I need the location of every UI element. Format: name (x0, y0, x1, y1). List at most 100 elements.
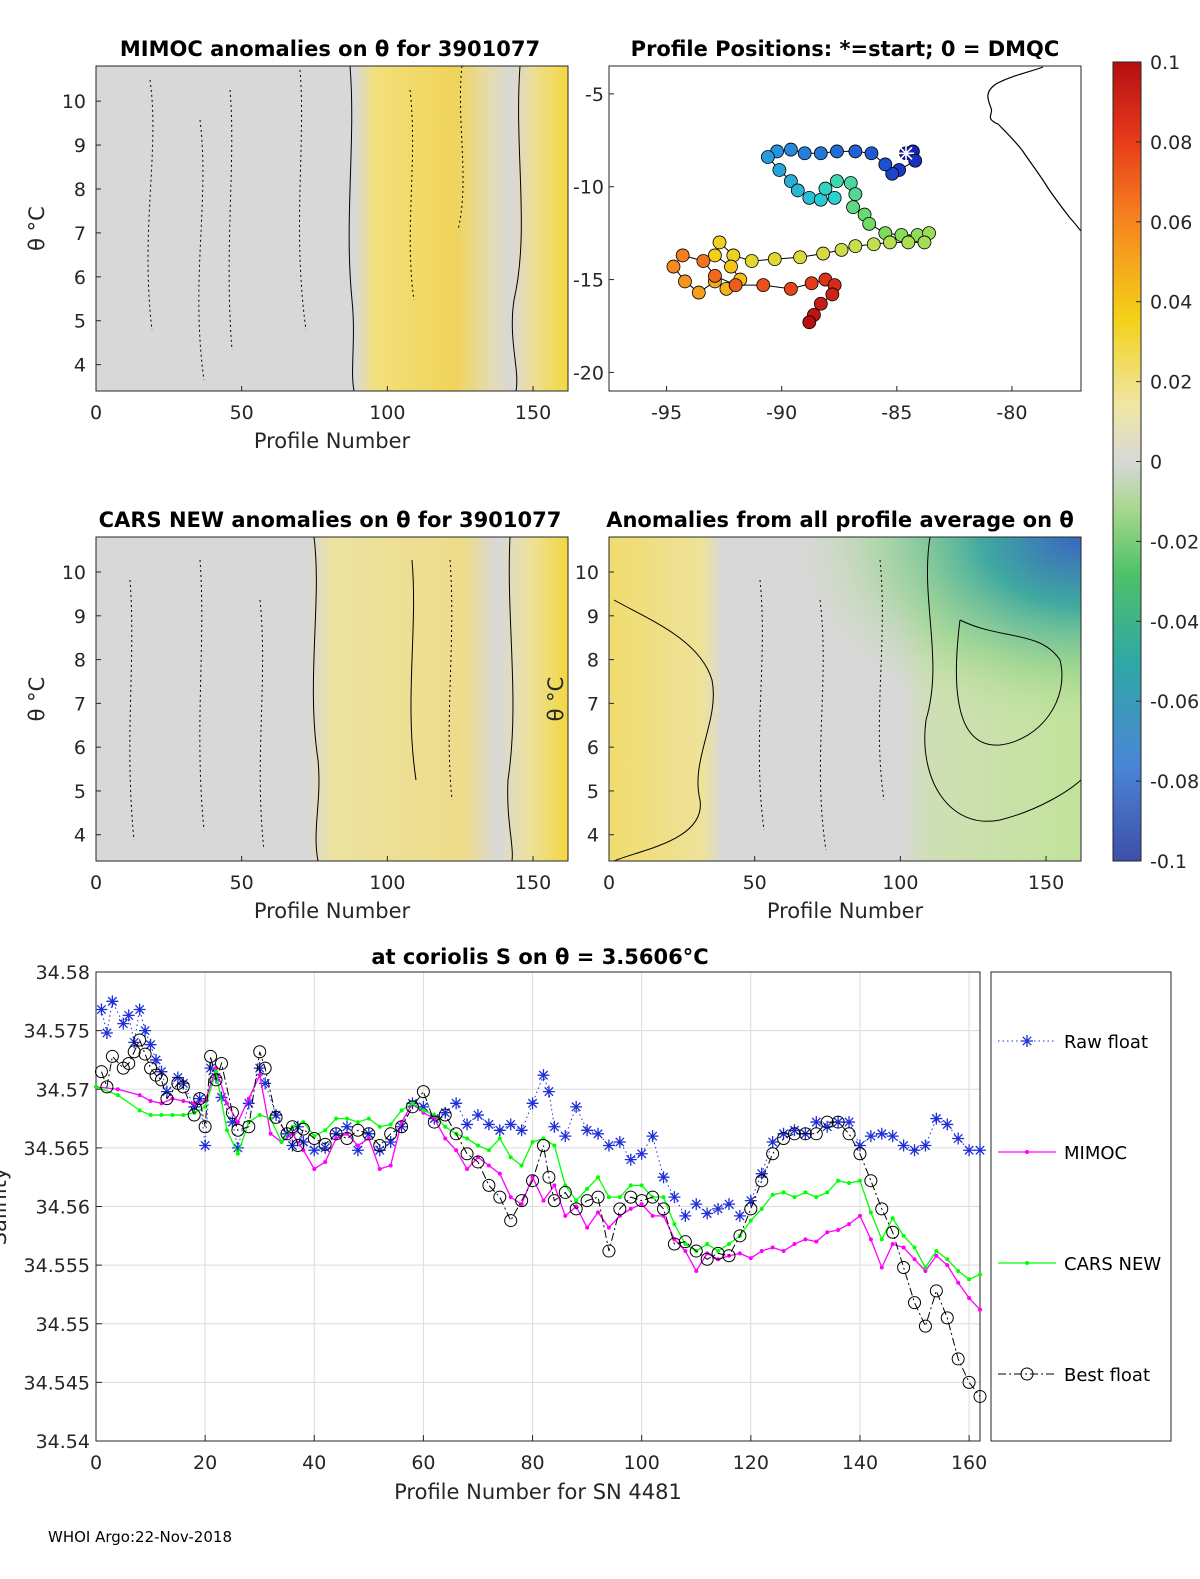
data-point (639, 1202, 644, 1207)
data-point (541, 1198, 546, 1203)
data-point (225, 1106, 239, 1120)
data-point (198, 1120, 212, 1134)
y-tick-label: 7 (74, 693, 86, 715)
data-point (285, 1120, 299, 1134)
data-point (908, 1296, 922, 1310)
data-point (105, 1049, 119, 1063)
data-point (224, 1128, 229, 1133)
data-point (286, 1139, 299, 1152)
data-point (901, 1245, 906, 1250)
data-point (115, 1093, 120, 1098)
x-tick-label: 50 (743, 872, 767, 894)
data-point (890, 1216, 895, 1221)
data-point (552, 1183, 557, 1188)
data-point (454, 1148, 459, 1153)
data-point (657, 1171, 670, 1184)
data-point (770, 1192, 775, 1197)
x-tick-label: -90 (766, 402, 797, 424)
profile-position-marker (790, 183, 805, 198)
x-axis-label: Profile Number for SN 4481 (394, 1480, 682, 1504)
data-point (563, 1213, 568, 1218)
profile-position-marker (885, 166, 900, 181)
data-point (235, 1151, 240, 1156)
data-point (95, 1003, 108, 1016)
positions-map-title: Profile Positions: *=start; 0 = DMQC (631, 37, 1060, 61)
data-point (355, 1120, 360, 1125)
data-point (405, 1100, 419, 1114)
cars-heatmap-title: CARS NEW anomalies on θ for 3901077 (99, 508, 562, 532)
x-tick-label: 60 (411, 1452, 435, 1474)
data-point (460, 1147, 474, 1161)
data-point (269, 1110, 283, 1124)
data-point (962, 1375, 976, 1389)
x-tick-label: -80 (996, 402, 1027, 424)
y-axis-label: Salinity (0, 1168, 11, 1246)
data-point (204, 1062, 217, 1075)
data-point (912, 1245, 917, 1250)
data-point (940, 1311, 954, 1325)
data-point (388, 1122, 393, 1127)
data-point (547, 1194, 561, 1208)
data-point (388, 1163, 393, 1168)
y-axis-label: θ °C (544, 677, 568, 722)
data-point (323, 1128, 328, 1133)
data-point (864, 1130, 877, 1143)
data-point (170, 1096, 175, 1101)
data-point (945, 1257, 950, 1262)
data-point (323, 1159, 328, 1164)
data-point (737, 1251, 742, 1256)
data-point (694, 1268, 699, 1273)
data-point (733, 1229, 747, 1243)
data-point (842, 1127, 856, 1141)
data-point (160, 1085, 173, 1098)
data-point (279, 1140, 284, 1145)
data-point (224, 1101, 229, 1106)
y-tick-label: 4 (587, 825, 599, 847)
data-point (788, 1124, 801, 1137)
data-point (377, 1124, 382, 1129)
data-point (94, 1065, 108, 1079)
data-point (384, 1127, 398, 1141)
profile-position-marker (744, 254, 759, 268)
data-point (410, 1101, 415, 1106)
data-point (777, 1127, 790, 1140)
colorbar-tick-label: -0.06 (1150, 691, 1199, 713)
data-point (427, 1115, 441, 1129)
data-point (259, 1077, 272, 1090)
x-tick-label: 40 (302, 1452, 326, 1474)
data-point (148, 1098, 153, 1103)
data-point (231, 1141, 244, 1154)
data-point (508, 1195, 513, 1200)
profile-position-marker (917, 235, 932, 250)
data-point (199, 1139, 212, 1152)
data-point (591, 1190, 605, 1204)
profile-position-marker (724, 259, 738, 274)
data-point (683, 1249, 688, 1254)
data-point (530, 1140, 535, 1145)
data-point (967, 1277, 972, 1282)
data-point (809, 1127, 823, 1141)
data-point (941, 1118, 954, 1131)
data-point (117, 1017, 130, 1030)
x-tick-label: 20 (193, 1452, 217, 1474)
cars-contours (129, 536, 514, 862)
data-point (106, 995, 119, 1008)
coastline (987, 66, 1082, 232)
profile-position-marker (830, 144, 844, 159)
data-point (137, 1093, 142, 1098)
data-point (160, 1092, 174, 1106)
y-axis-label: θ °C (25, 206, 49, 251)
data-point (235, 1120, 240, 1125)
colorbar-tick-label: 0 (1150, 452, 1162, 474)
data-point (504, 1118, 517, 1131)
data-point (678, 1235, 692, 1249)
data-point (242, 1097, 255, 1110)
data-point (515, 1194, 529, 1208)
data-point (951, 1352, 965, 1366)
data-point (748, 1256, 753, 1261)
profile-position-marker (712, 235, 727, 250)
data-point (646, 1130, 659, 1143)
data-point (929, 1284, 943, 1298)
profile-position-marker (802, 315, 817, 330)
